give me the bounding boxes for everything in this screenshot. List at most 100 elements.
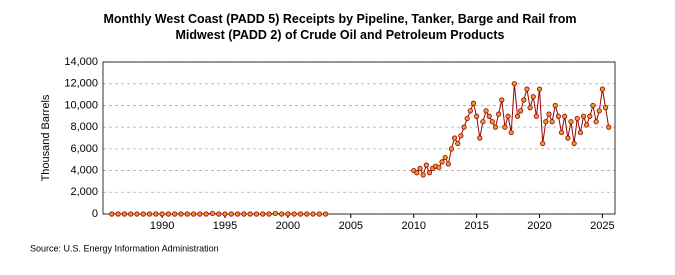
data-point xyxy=(464,115,470,122)
data-point xyxy=(596,108,602,114)
data-point xyxy=(577,129,584,136)
data-point xyxy=(178,211,184,217)
data-point xyxy=(590,102,596,109)
data-point xyxy=(253,211,260,217)
data-point xyxy=(505,113,511,119)
data-point xyxy=(533,113,539,119)
y-tick-label: 12,000 xyxy=(64,78,98,90)
data-point xyxy=(266,211,272,217)
data-point xyxy=(445,161,451,167)
data-point xyxy=(172,211,178,217)
data-point xyxy=(228,211,234,217)
y-tick-label: 4,000 xyxy=(70,164,98,176)
data-point xyxy=(467,108,473,114)
data-point xyxy=(197,211,203,217)
x-tick-label: 2020 xyxy=(527,220,551,232)
data-point xyxy=(439,159,445,165)
data-point xyxy=(562,113,568,119)
data-point xyxy=(477,135,483,141)
data-point xyxy=(291,211,297,217)
data-point xyxy=(260,211,266,217)
x-tick-label: 2015 xyxy=(464,220,488,232)
data-point xyxy=(470,100,477,106)
data-point xyxy=(486,113,492,119)
data-point xyxy=(565,135,571,141)
data-point xyxy=(436,164,442,170)
y-tick-label: 6,000 xyxy=(70,143,98,155)
data-point xyxy=(241,211,247,217)
data-point xyxy=(574,115,580,122)
data-point xyxy=(297,211,304,217)
data-point xyxy=(452,135,458,141)
data-point xyxy=(140,211,146,217)
data-point xyxy=(483,108,489,114)
data-point xyxy=(543,119,549,125)
data-point xyxy=(568,119,574,125)
series-line xyxy=(111,83,610,215)
y-axis-label: Thousand Barrels xyxy=(40,94,52,181)
data-point xyxy=(190,211,197,217)
data-point xyxy=(115,211,121,217)
data-point xyxy=(492,124,499,130)
data-point xyxy=(448,146,455,152)
data-point xyxy=(417,165,423,171)
data-point xyxy=(546,111,552,117)
data-point xyxy=(426,170,433,176)
x-tick-label: 2025 xyxy=(590,220,614,232)
y-tick-label: 2,000 xyxy=(70,186,98,198)
data-point xyxy=(146,211,153,217)
data-point xyxy=(606,124,612,130)
data-point xyxy=(134,211,140,217)
data-point xyxy=(159,211,165,217)
data-point xyxy=(304,211,310,217)
data-point xyxy=(555,113,561,119)
data-point xyxy=(602,105,609,111)
data-point xyxy=(310,211,316,217)
data-point xyxy=(540,140,546,147)
x-tick-label: 1990 xyxy=(150,220,174,232)
x-tick-label: 2005 xyxy=(339,220,363,232)
data-point xyxy=(558,129,565,136)
data-point xyxy=(184,211,190,217)
data-point xyxy=(272,210,278,217)
data-point xyxy=(527,105,533,111)
source: Source: U.S. Energy Information Administ… xyxy=(30,243,219,253)
data-point xyxy=(480,119,486,125)
y-tick-label: 0 xyxy=(92,208,98,220)
data-point xyxy=(580,113,587,119)
data-point xyxy=(442,154,448,161)
x-tick-label: 2000 xyxy=(276,220,300,232)
data-point xyxy=(109,211,115,217)
data-point xyxy=(216,211,222,217)
data-point xyxy=(521,97,527,103)
data-point xyxy=(593,119,599,125)
x-tick-label: 2010 xyxy=(401,220,425,232)
data-point xyxy=(235,211,241,217)
data-point xyxy=(549,119,555,125)
data-point xyxy=(584,122,590,128)
data-point xyxy=(502,124,508,130)
data-point xyxy=(599,86,606,92)
data-point xyxy=(511,81,517,87)
data-point xyxy=(552,102,558,109)
data-point xyxy=(524,86,530,92)
data-point xyxy=(153,211,159,217)
data-point xyxy=(209,210,216,217)
data-point xyxy=(455,140,461,147)
data-point xyxy=(489,119,495,125)
data-point xyxy=(279,211,285,217)
y-tick-label: 8,000 xyxy=(70,121,98,133)
data-point xyxy=(203,211,209,217)
data-point xyxy=(496,111,502,117)
data-point xyxy=(165,211,172,217)
data-point xyxy=(423,162,429,168)
data-point xyxy=(461,124,467,130)
y-tick-label: 14,000 xyxy=(64,56,98,68)
data-point xyxy=(518,108,524,114)
data-point xyxy=(316,211,322,217)
data-point xyxy=(420,172,426,178)
chart-title: Monthly West Coast (PADD 5) Receipts by … xyxy=(103,12,576,42)
x-tick-label: 1995 xyxy=(213,220,237,232)
data-point xyxy=(247,211,253,217)
